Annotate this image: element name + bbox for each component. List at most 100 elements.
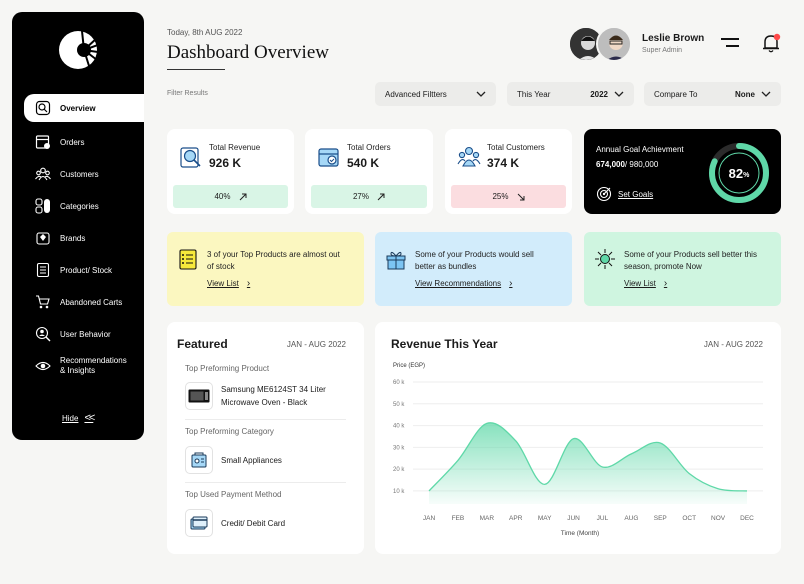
target-icon [596,186,612,202]
revenue-area [429,422,747,504]
x-tick-label: MAY [538,515,552,522]
sidebar-item-product-stock[interactable]: Product/ Stock [12,254,144,286]
stat-change: 25% [492,192,509,201]
x-tick-label: JUL [597,515,609,522]
chevron-right-icon: › [509,278,513,289]
stat-card-orders[interactable]: Total Orders 540 K 27% [305,129,433,214]
user-avatars[interactable] [568,26,636,62]
sidebar-item-brands[interactable]: Brands [12,222,144,254]
sidebar-item-label: Brands [60,233,86,243]
alert-text: Some of your Products sell better this s… [624,250,757,271]
sidebar-item-label: Orders [60,137,85,147]
year-dropdown[interactable]: This Year 2022 [507,82,634,106]
sidebar-item-label: Abandoned Carts [60,297,123,307]
categories-icon [34,197,52,215]
user-name: Leslie Brown [642,33,705,44]
sidebar-item-overview[interactable]: Overview [24,94,144,122]
x-tick-label: SEP [654,515,667,522]
goal-percent-sign: % [743,171,750,179]
customers-group-icon [457,146,481,167]
goal-title: Annual Goal Achievment [596,145,684,154]
avatar [596,26,632,62]
view-list-link[interactable]: View List › [624,278,667,289]
view-list-link[interactable]: View List › [207,278,250,289]
notification-bell-icon[interactable] [760,32,782,54]
top-product[interactable]: Samsung ME6124ST 34 Liter Microwave Oven… [185,382,341,410]
sidebar-item-label: Categories [60,201,99,211]
advanced-filters-dropdown[interactable]: Advanced Filtters [375,82,496,106]
year-value: 2022 [590,89,608,99]
checklist-icon [179,249,197,270]
hide-sidebar-button[interactable]: Hide << [62,412,95,424]
top-payment-name: Credit/ Debit Card [221,518,286,528]
avatar [568,26,604,62]
x-tick-label: OCT [682,515,696,522]
set-goals-link[interactable]: Set Goals [596,186,653,202]
y-tick-label: 60 k [393,380,405,386]
sidebar-item-user-behavior[interactable]: User Behavior [12,318,144,350]
hide-label: Hide [62,413,79,423]
compare-value: None [735,89,755,99]
cart-icon [34,293,52,311]
user-behavior-icon [34,325,52,343]
overview-icon [34,99,52,117]
alert-link-label: View Recommendations [415,279,502,288]
feature-label: Top Preforming Product [185,364,270,373]
feature-label: Top Preforming Category [185,427,274,436]
stat-change-badge: 25% [451,185,566,208]
y-tick-label: 30 k [393,445,405,451]
sidebar-item-label: Overview [60,103,96,113]
compare-dropdown[interactable]: Compare To None [644,82,781,106]
y-tick-label: 20 k [393,467,405,473]
sun-snow-icon [595,249,615,269]
alert-bundles: Some of your Products would sell better … [375,232,572,306]
sidebar-item-orders[interactable]: Orders [12,126,144,158]
divider [185,482,346,483]
x-tick-label: NOV [711,515,726,522]
filter-results-label: Filter Results [167,90,208,97]
x-tick-label: MAR [480,515,495,522]
appliance-icon [185,446,213,474]
x-tick-label: AUG [624,515,638,522]
page-title: Dashboard Overview [167,42,329,63]
annual-goal-card: Annual Goal Achievment 674,000/ 980,000 … [584,129,781,214]
revenue-icon [180,147,201,168]
goal-target: / 980,000 [624,160,659,169]
revenue-card: Revenue This Year JAN - AUG 2022 Price (… [375,322,781,554]
stat-change-badge: 27% [311,185,427,208]
feature-label: Top Used Payment Method [185,490,282,499]
microwave-icon [185,382,213,410]
sidebar-item-categories[interactable]: Categories [12,190,144,222]
revenue-range: JAN - AUG 2022 [703,340,763,349]
stat-card-customers[interactable]: Total Customers 374 K 25% [445,129,572,214]
goal-numbers: 674,000/ 980,000 [596,160,658,169]
stat-card-revenue[interactable]: Total Revenue 926 K 40% [167,129,294,214]
y-tick-label: 10 k [393,489,405,495]
chevron-down-icon [614,91,624,97]
stat-title: Total Orders [347,143,391,152]
featured-card: Featured JAN - AUG 2022 Top Preforming P… [167,322,364,554]
goal-progress-ring [709,143,769,203]
y-tick-label: 50 k [393,402,405,408]
sidebar-item-customers[interactable]: Customers [12,158,144,190]
revenue-chart: 10 k 20 k 30 k 40 k 50 k 60 k JAN FEB MAR APR MAY J… [393,380,763,537]
gift-icon [386,251,406,270]
insights-icon [34,357,52,375]
sidebar-item-abandoned-carts[interactable]: Abandoned Carts [12,286,144,318]
x-axis-label: Time (Month) [561,530,599,537]
x-tick-label: APR [509,515,523,522]
top-payment-method[interactable]: Credit/ Debit Card [185,509,285,537]
view-recommendations-link[interactable]: View Recommendations › [415,278,512,289]
current-date: Today, 8th AUG 2022 [167,28,243,37]
arrow-up-right-icon [377,193,385,200]
chevron-right-icon: › [246,278,251,289]
revenue-line [428,422,748,492]
sidebar-item-recommendations[interactable]: Recommendations & Insights [12,350,144,382]
menu-icon[interactable] [721,38,739,48]
stat-change: 40% [214,192,231,201]
alert-text: Some of your Products would sell better … [415,250,534,271]
x-tick-label: JUN [567,515,580,522]
credit-card-icon [185,509,213,537]
top-category[interactable]: Small Appliances [185,446,282,474]
revenue-title: Revenue This Year [391,337,498,351]
